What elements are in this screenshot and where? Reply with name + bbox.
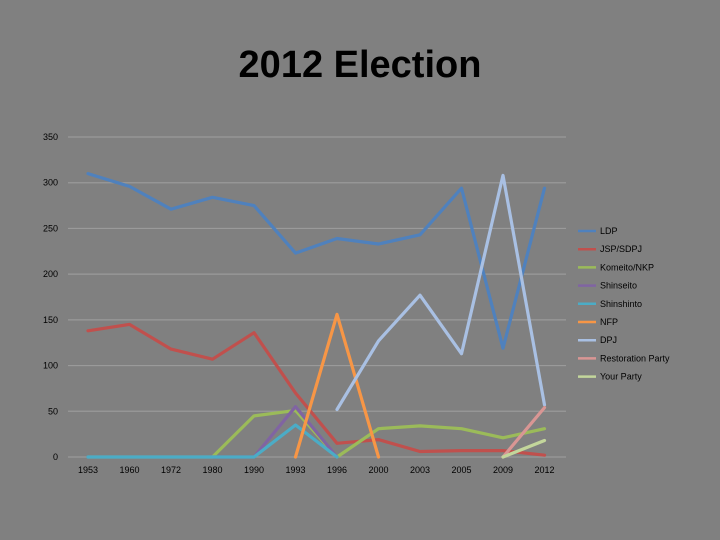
x-tick-label: 1953 — [78, 465, 98, 475]
x-axis-ticks: 1953 1960 1972 1980 1990 1993 1996 2000 2003 2005… — [78, 465, 555, 475]
y-tick-label: 350 — [43, 132, 58, 142]
chart-title: 2012 Election — [238, 44, 482, 86]
legend-label-jsp-sdpj: JSP/SDPJ — [600, 244, 642, 254]
legend-label-nfp: NFP — [600, 317, 618, 327]
y-tick-label: 300 — [43, 178, 58, 188]
series-line-jsp-sdpj — [86, 322, 547, 457]
legend-label-komeito-nkp: Komeito/NKP — [600, 262, 654, 272]
series-line-dpj — [335, 173, 547, 412]
legend-label-shinshinto: Shinshinto — [600, 299, 642, 309]
legend-label-restoration-party: Restoration Party — [600, 353, 670, 363]
x-tick-label: 2005 — [451, 465, 471, 475]
series-line-ldp — [86, 172, 547, 350]
x-tick-label: 1990 — [244, 465, 264, 475]
y-tick-label: 0 — [53, 452, 58, 462]
x-tick-label: 1996 — [327, 465, 347, 475]
legend-label-your-party: Your Party — [600, 372, 642, 382]
x-tick-label: 2000 — [368, 465, 388, 475]
y-tick-label: 200 — [43, 269, 58, 279]
series-line-shinshinto — [86, 423, 339, 459]
x-tick-label: 2012 — [534, 465, 554, 475]
legend-label-ldp: LDP — [600, 226, 618, 236]
legend-label-dpj: DPJ — [600, 335, 617, 345]
x-tick-label: 1993 — [285, 465, 305, 475]
series-line-your-party — [501, 438, 547, 459]
y-axis-ticks: 0 50 100 150 200 250 300 350 — [43, 132, 58, 462]
y-tick-label: 100 — [43, 361, 58, 371]
x-tick-label: 1960 — [119, 465, 139, 475]
series-line-nfp — [293, 312, 381, 459]
legend-label-shinseito: Shinseito — [600, 281, 637, 291]
series-line-restoration-party — [501, 406, 547, 459]
legend: LDP JSP/SDPJ Komeito/NKP Shinseito Shinshint… — [578, 226, 670, 382]
x-tick-label: 1980 — [202, 465, 222, 475]
series-lines — [86, 172, 547, 459]
y-tick-label: 250 — [43, 223, 58, 233]
y-tick-label: 50 — [48, 406, 58, 416]
x-tick-label: 1972 — [161, 465, 181, 475]
y-tick-label: 150 — [43, 315, 58, 325]
x-tick-label: 2003 — [410, 465, 430, 475]
x-tick-label: 2009 — [493, 465, 513, 475]
